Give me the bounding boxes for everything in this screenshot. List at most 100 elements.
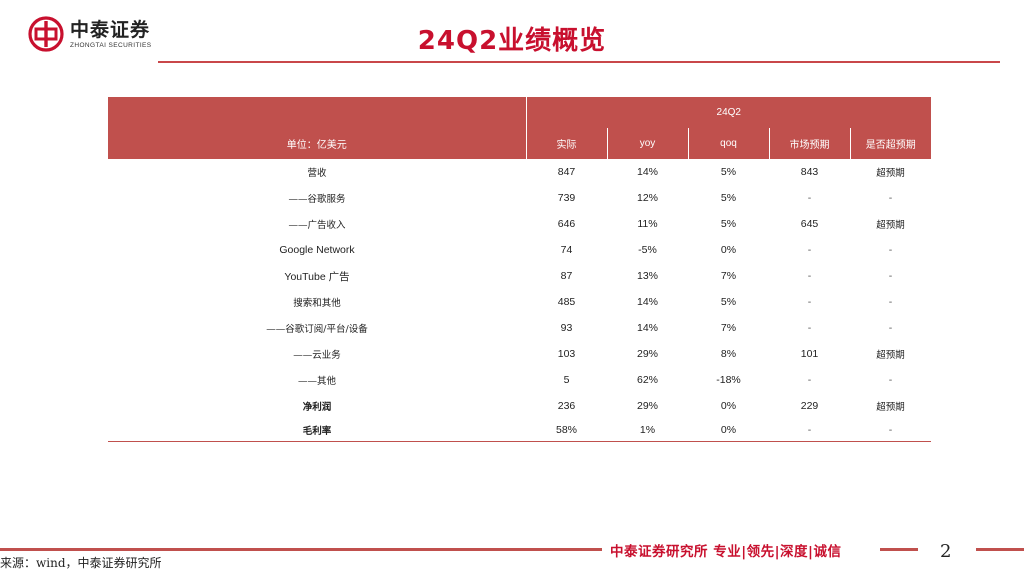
cell-qoq: 7%: [720, 322, 737, 334]
cell-actual: 93: [560, 322, 573, 334]
row-label: 毛利率: [108, 419, 526, 442]
cell-yoy: 29%: [636, 348, 658, 360]
cell-expectation: -: [807, 192, 812, 204]
cell-actual: 236: [557, 400, 576, 412]
cell-beat: -: [888, 244, 893, 256]
logo-english-name: ZHONGTAI SECURITIES: [70, 41, 152, 49]
cell-qoq: 0%: [720, 244, 737, 256]
row-label: ——谷歌订阅/平台/设备: [266, 324, 368, 335]
page-title: 24Q2业绩概览: [417, 26, 607, 56]
table-row: ——谷歌服务 739 12% 5% - -: [108, 185, 931, 211]
cell-beat: 超预期: [876, 402, 905, 413]
title-divider: [158, 61, 1000, 63]
column-header-yoy: yoy: [607, 128, 689, 159]
table-row: Google Network 74 -5% 0% - -: [108, 237, 931, 263]
earnings-table: 24Q2 单位：亿美元 实际 yoy qoq 市场预期 是否超预期 营收 847…: [108, 97, 932, 442]
header-spacer: [108, 97, 527, 128]
table-row: 搜索和其他 485 14% 5% - -: [108, 289, 931, 315]
cell-yoy: 14%: [636, 166, 658, 178]
cell-actual: 87: [560, 270, 573, 282]
cell-yoy: 14%: [636, 296, 658, 308]
cell-expectation: 645: [800, 218, 819, 230]
logo-chinese-name: 中泰证券: [70, 18, 151, 41]
cell-beat: -: [888, 296, 893, 308]
cell-expectation: -: [807, 244, 812, 256]
company-logo: 中泰证券 ZHONGTAI SECURITIES: [28, 16, 152, 52]
cell-qoq: -18%: [716, 374, 741, 386]
cell-beat: 超预期: [876, 350, 905, 361]
footer-divider-mid: [880, 548, 918, 551]
cell-qoq: 5%: [720, 192, 737, 204]
row-label: ——谷歌服务: [288, 194, 346, 205]
row-label: 净利润: [302, 402, 332, 413]
cell-qoq: 8%: [720, 348, 737, 360]
cell-beat: -: [850, 419, 932, 442]
table-row: 营收 847 14% 5% 843 超预期: [108, 159, 931, 185]
cell-actual: 103: [557, 348, 576, 360]
unit-label: 单位：亿美元: [108, 128, 527, 159]
cell-yoy: -5%: [638, 244, 657, 256]
table-row: YouTube 广告 87 13% 7% - -: [108, 263, 931, 289]
cell-expectation: -: [807, 322, 812, 334]
period-header: 24Q2: [526, 97, 932, 128]
cell-beat: -: [888, 270, 893, 282]
table-row: ——其他 5 62% -18% - -: [108, 367, 931, 393]
table-row: 毛利率 58% 1% 0% - -: [108, 419, 932, 442]
table-header-columns-row: 单位：亿美元 实际 yoy qoq 市场预期 是否超预期: [108, 128, 932, 159]
cell-yoy: 62%: [636, 374, 658, 386]
cell-expectation: -: [807, 296, 812, 308]
cell-yoy: 11%: [637, 218, 658, 230]
cell-qoq: 5%: [720, 218, 737, 230]
cell-beat: 超预期: [876, 168, 905, 179]
cell-qoq: 0%: [688, 419, 769, 442]
cell-actual: 739: [557, 192, 576, 204]
footer-divider-left: [0, 548, 602, 551]
row-label: ——其他: [297, 376, 336, 387]
cell-yoy: 29%: [636, 400, 658, 412]
cell-expectation: 843: [800, 166, 819, 178]
column-header-qoq: qoq: [688, 128, 770, 159]
cell-actual: 58%: [526, 419, 607, 442]
cell-qoq: 7%: [720, 270, 737, 282]
cell-beat: -: [888, 374, 893, 386]
table-header-period-row: 24Q2: [108, 97, 932, 128]
row-label: Google Network: [279, 244, 355, 256]
cell-beat: -: [888, 322, 893, 334]
row-label: ——云业务: [293, 350, 341, 361]
row-label: 营收: [307, 168, 327, 179]
cell-yoy: 14%: [636, 322, 658, 334]
page-number: 2: [940, 541, 952, 562]
cell-expectation: -: [807, 374, 812, 386]
cell-yoy: 1%: [607, 419, 688, 442]
source-note: 来源：wind，中泰证券研究所: [0, 556, 162, 570]
column-header-beat: 是否超预期: [850, 128, 932, 159]
cell-qoq: 0%: [720, 400, 737, 412]
table-row: ——广告收入 646 11% 5% 645 超预期: [108, 211, 931, 237]
table-row: ——云业务 103 29% 8% 101 超预期: [108, 341, 931, 367]
footer-divider-right: [976, 548, 1024, 551]
cell-beat: 超预期: [876, 220, 905, 231]
column-header-expectation: 市场预期: [769, 128, 851, 159]
cell-qoq: 5%: [720, 166, 737, 178]
cell-beat: -: [888, 192, 893, 204]
cell-actual: 485: [557, 296, 576, 308]
table-row: 净利润 236 29% 0% 229 超预期: [108, 393, 931, 419]
cell-yoy: 12%: [636, 192, 658, 204]
row-label: 搜索和其他: [293, 298, 341, 309]
footer-slogan: 中泰证券研究所 专业|领先|深度|诚信: [610, 544, 842, 560]
cell-qoq: 5%: [720, 296, 737, 308]
cell-expectation: 101: [800, 348, 819, 360]
cell-expectation: 229: [800, 400, 819, 412]
table-row: ——谷歌订阅/平台/设备 93 14% 7% - -: [108, 315, 931, 341]
zhongtai-logo-icon: [28, 16, 64, 52]
cell-expectation: -: [769, 419, 850, 442]
cell-actual: 5: [563, 374, 570, 386]
column-header-actual: 实际: [526, 128, 608, 159]
cell-expectation: -: [807, 270, 812, 282]
cell-actual: 74: [560, 244, 573, 256]
cell-yoy: 13%: [636, 270, 658, 282]
row-label: YouTube 广告: [284, 270, 350, 283]
cell-actual: 847: [557, 166, 576, 178]
row-label: ——广告收入: [288, 220, 346, 231]
cell-actual: 646: [557, 218, 576, 230]
